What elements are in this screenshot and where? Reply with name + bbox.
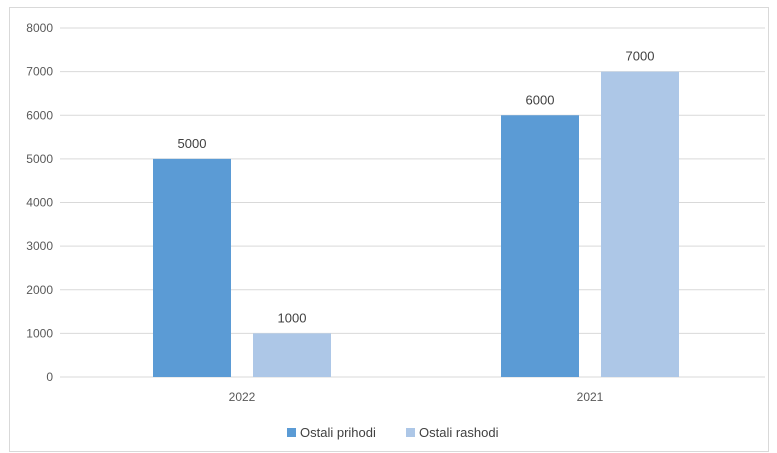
bar-2022-series-1 [253,333,331,377]
data-label: 1000 [278,310,307,325]
y-tick-label: 1000 [26,326,53,340]
y-tick-label: 7000 [26,65,53,79]
y-tick-label: 5000 [26,152,53,166]
bar-2021-series-1 [601,71,679,377]
y-tick-label: 0 [46,370,53,384]
y-tick-label: 2000 [26,283,53,297]
legend-swatch-ostali-prihodi [287,428,296,437]
data-label: 7000 [626,49,655,64]
legend: Ostali prihodi Ostali rashodi [287,425,499,440]
y-tick-label: 6000 [26,108,53,122]
bar-2021-series-0 [501,115,579,377]
x-tick-label: 2022 [229,390,256,404]
data-label: 5000 [178,136,207,151]
y-tick-label: 4000 [26,196,53,210]
legend-swatch-ostali-rashodi [406,428,415,437]
x-tick-label: 2021 [577,390,604,404]
legend-label-ostali-rashodi: Ostali rashodi [419,425,499,440]
x-axis: 2022 2021 [229,390,604,404]
bars [153,71,679,377]
y-tick-label: 8000 [26,21,53,35]
data-label: 6000 [526,92,555,107]
bar-2022-series-0 [153,158,231,377]
legend-label-ostali-prihodi: Ostali prihodi [300,425,376,440]
y-tick-label: 3000 [26,239,53,253]
data-labels: 5000 1000 6000 7000 [178,49,655,326]
y-axis: 0 1000 2000 3000 4000 5000 6000 7000 8000 [26,21,53,384]
